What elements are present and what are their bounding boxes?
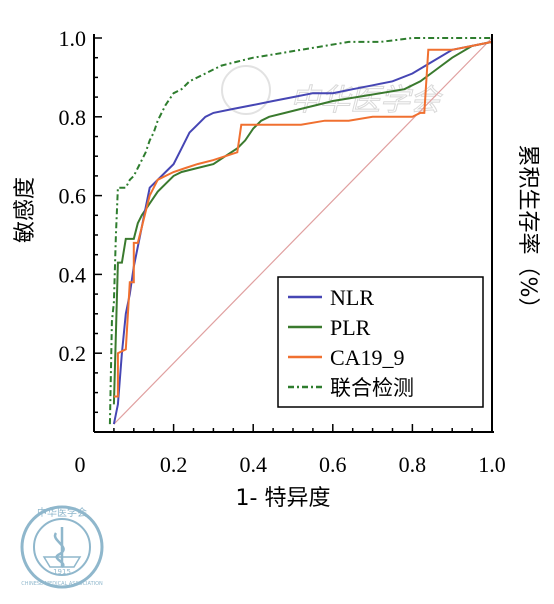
x-tick-label: 0 xyxy=(75,452,86,477)
watermark-seal-icon xyxy=(221,65,271,115)
y-tick-label: 0.6 xyxy=(59,184,87,209)
x-axis-title: 1- 特异度 xyxy=(236,486,331,511)
axes xyxy=(93,34,494,433)
seal-inner-ring xyxy=(33,518,91,576)
watermark: 中华医学会 xyxy=(221,65,443,119)
tick-labels: 0 0.2 0.4 0.6 0.8 1.0 0.2 0.4 0.6 0.8 1.0 xyxy=(59,26,506,477)
series-line-联合检测 xyxy=(108,37,492,425)
y-axis-title: 敏感度 xyxy=(13,177,38,243)
y-tick-label: 0.2 xyxy=(59,341,87,366)
seal-sub-text: CHINESE MEDICAL ASSOCIATION xyxy=(21,581,103,587)
watermark-text: 中华医学会 xyxy=(290,83,443,118)
x-tick-label: 0.2 xyxy=(160,452,188,477)
legend-label: 联合检测 xyxy=(330,376,414,400)
y-tick-label: 1.0 xyxy=(59,26,87,51)
series-line-CA19_9 xyxy=(113,40,493,398)
legend-label: PLR xyxy=(330,315,371,340)
legend-label: CA19_9 xyxy=(330,345,405,370)
x-tick-label: 0.4 xyxy=(239,452,267,477)
x-tick-label: 1.0 xyxy=(478,452,506,477)
x-tick-label: 0.8 xyxy=(399,452,427,477)
right-axis-title: 累积生存率（%） xyxy=(515,145,540,320)
series-layer xyxy=(108,37,493,425)
legend-box xyxy=(277,276,484,408)
cma-seal-logo: 中华医学会 CHINESE MEDICAL ASSOCIATION 1915 xyxy=(20,505,104,589)
x-tick-label: 0.6 xyxy=(319,452,347,477)
caduceus-icon xyxy=(53,527,65,569)
seal-year: 1915 xyxy=(53,568,71,576)
seal-text: 中华医学会 xyxy=(37,506,87,519)
reference-diagonal xyxy=(113,37,493,425)
legend-label: NLR xyxy=(330,285,374,310)
legend: NLR PLR CA19_9 联合检测 xyxy=(277,276,484,408)
y-tick-label: 0.4 xyxy=(59,262,87,287)
y-tick-label: 0.8 xyxy=(59,105,87,130)
seal-base-icon xyxy=(42,556,82,568)
series-line-PLR xyxy=(112,40,493,405)
